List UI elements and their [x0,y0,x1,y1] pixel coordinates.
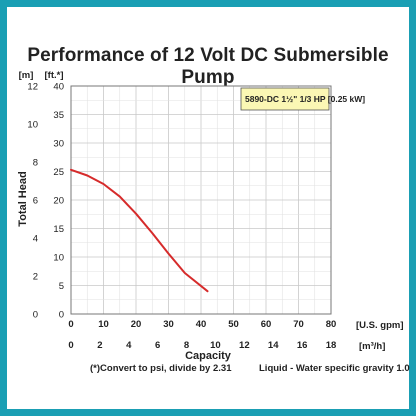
x-tick-m3h: 8 [184,340,189,351]
y-tick-ft: 40 [53,82,64,93]
plot-border [70,85,332,315]
y-tick-m: 0 [33,310,38,321]
x-unit-m3h: [m³/h] [359,341,385,352]
y-unit-m: [m] [19,70,34,81]
y-tick-ft: 30 [53,139,64,150]
x-tick-gpm: 30 [163,319,174,330]
x-tick-gpm: 20 [131,319,142,330]
series-line [70,168,209,293]
legend-box [240,87,330,111]
y-tick-ft: 25 [53,167,64,178]
series-lines [70,168,209,293]
x-tick-gpm: 80 [326,319,337,330]
legend-entry: 5890-DC 1½" 1/3 HP [0.25 kW] [245,94,365,104]
x-tick-m3h: 0 [68,340,73,351]
grid-lines [71,86,331,314]
y-tick-ft: 0 [59,310,64,321]
y-unit-ft: [ft.*] [45,70,64,81]
x-tick-m3h: 14 [268,340,279,351]
x-tick-m3h: 16 [297,340,308,351]
x-tick-m3h: 6 [155,340,160,351]
y-tick-m: 4 [33,234,38,245]
footnote-psi: (*)Convert to psi, divide by 2.31 [90,363,232,374]
x-tick-m3h: 4 [126,340,132,351]
x-tick-m3h: 10 [210,340,221,351]
x-tick-gpm: 40 [196,319,207,330]
y-tick-m: 12 [27,82,38,93]
x-tick-m3h: 2 [97,340,102,351]
tick-labels: 0 10 20 30 40 50 60 70 8005101520253035400246810… [27,82,336,352]
y-tick-m: 2 [33,272,38,283]
x-tick-gpm: 0 [68,319,73,330]
x-tick-gpm: 50 [228,319,239,330]
x-tick-gpm: 10 [98,319,109,330]
chart-title: Performance of 12 Volt DC Submersible Pu… [27,45,389,88]
y-tick-ft: 20 [53,196,64,207]
legend: 5890-DC 1½" 1/3 HP [0.25 kW] [240,87,365,111]
y-tick-m: 6 [33,196,38,207]
y-tick-m: 10 [27,120,38,131]
y-tick-ft: 5 [59,281,64,292]
x-axis-label: Capacity [185,350,232,362]
y-tick-ft: 35 [53,110,64,121]
y-tick-ft: 15 [53,224,64,235]
x-tick-gpm: 60 [261,319,272,330]
x-tick-m3h: 18 [326,340,337,351]
y-tick-m: 8 [33,158,38,169]
footnote-liquid: Liquid - Water specific gravity 1.0 [259,363,410,374]
x-tick-m3h: 12 [239,340,250,351]
x-tick-gpm: 70 [293,319,304,330]
y-tick-ft: 10 [53,253,64,264]
y-axis-label: Total Head [17,171,29,226]
x-unit-gpm: [U.S. gpm] [356,320,404,331]
